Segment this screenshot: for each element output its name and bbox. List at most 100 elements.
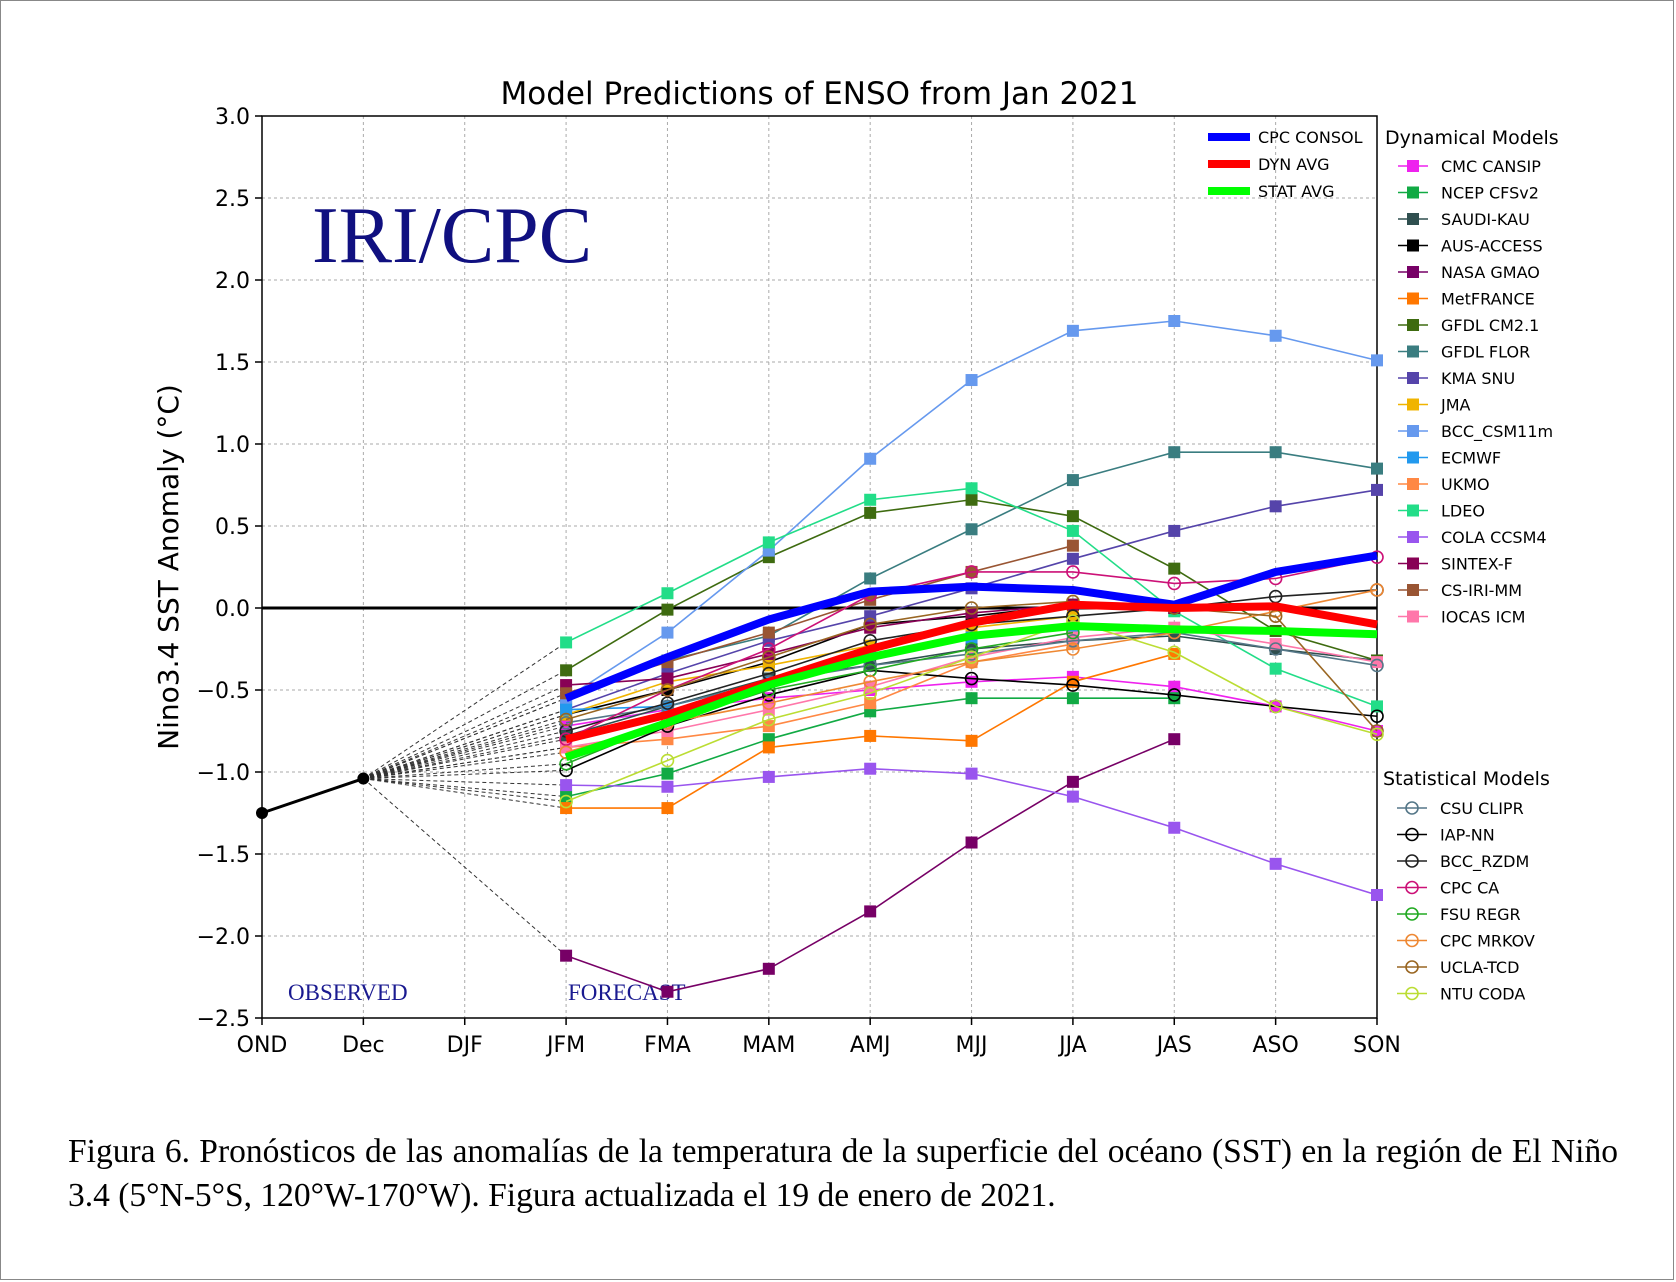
dynamical-model-point	[560, 703, 573, 716]
legend-label: SINTEX-F	[1441, 555, 1513, 574]
legend-label: KMA SNU	[1441, 369, 1515, 388]
legend-marker	[1407, 425, 1419, 437]
legend-label: CMC CANSIP	[1441, 157, 1541, 176]
dynamical-model-point	[1066, 692, 1079, 705]
plot-area	[261, 115, 1378, 1019]
legend-label: CSU CLIPR	[1440, 799, 1524, 818]
dynamical-model-point	[864, 762, 877, 775]
dynamical-model-point	[1371, 700, 1383, 713]
statistical-model-point	[964, 642, 979, 656]
statistical-model-point	[863, 686, 877, 701]
dynamical-model-point	[1066, 539, 1079, 552]
dynamical-model-point	[864, 452, 877, 465]
dynamical-model-point	[661, 802, 674, 815]
dynamical-model-line	[566, 643, 1074, 749]
statistical-model-point	[964, 655, 979, 669]
statistical-model-point	[762, 642, 776, 656]
observed-line	[261, 777, 364, 815]
legend-marker	[1405, 827, 1419, 842]
dynamical-model-point	[864, 905, 877, 918]
legend-label: CS-IRI-MM	[1441, 581, 1522, 600]
dynamical-model-point	[1168, 733, 1181, 746]
legend-label: UCLA-TCD	[1440, 958, 1519, 977]
legend-marker	[1407, 213, 1419, 225]
statistical-model-point	[964, 647, 979, 661]
dynamical-model-point	[661, 985, 674, 998]
observed-point	[256, 807, 268, 819]
dynamical-model-point	[560, 779, 573, 792]
statistical-model-point	[1167, 645, 1182, 660]
legend-label: COLA CCSM4	[1441, 528, 1547, 547]
dynamical-model-point	[560, 636, 573, 649]
legend-label: LDEO	[1441, 502, 1485, 521]
legend-marker	[1405, 986, 1419, 1001]
forecast-connector	[363, 669, 567, 780]
dynamical-model-point	[661, 603, 674, 616]
forecast-connector	[363, 709, 567, 780]
statistical-model-point	[660, 696, 675, 710]
forecast-connector	[363, 769, 567, 780]
y-tick-label: −1.0	[197, 761, 250, 786]
legend-label: IOCAS ICM	[1441, 608, 1525, 627]
y-tick-label: −1.5	[197, 843, 250, 868]
average-line	[565, 600, 1378, 744]
y-tick-label: 3.0	[215, 105, 250, 130]
forecast-connector	[363, 778, 567, 803]
statistical-model-point	[1370, 583, 1384, 597]
y-tick-label: 0.5	[215, 515, 250, 540]
legend-label: CPC CA	[1440, 879, 1499, 898]
dynamical-model-point	[762, 741, 775, 754]
dynamical-model-point	[661, 767, 674, 780]
statistical-model-point	[559, 712, 573, 727]
forecast-connector	[363, 763, 567, 780]
legend-marker	[1407, 292, 1419, 305]
dynamical-model-point	[661, 780, 674, 793]
statistical-model-point	[1167, 576, 1182, 591]
forecast-connector	[363, 722, 567, 780]
legend-label: DYN AVG	[1258, 155, 1330, 174]
statistical-model-point	[559, 763, 573, 778]
dynamical-model-point	[864, 572, 877, 585]
forecast-connector	[363, 684, 567, 780]
statistical-model-point	[1066, 642, 1080, 656]
statistical-model-point	[1167, 688, 1182, 702]
dynamical-model-point	[965, 482, 978, 495]
forecast-connector	[363, 751, 567, 780]
legend-marker	[1405, 960, 1419, 974]
legend-label: CPC CONSOL	[1258, 128, 1363, 147]
legend-label: NTU CODA	[1440, 985, 1525, 1004]
legend-label: ECMWF	[1441, 449, 1501, 468]
legend-marker	[1407, 186, 1419, 199]
legend-marker	[1405, 907, 1419, 921]
dynamical-model-point	[965, 836, 978, 849]
legend-label: IAP-NN	[1440, 826, 1495, 845]
x-tick-label: JFM	[545, 1033, 585, 1058]
legend-label: SAUDI-KAU	[1441, 210, 1530, 229]
dynamical-model-point	[661, 626, 674, 639]
legend-marker	[1407, 239, 1419, 252]
y-tick-label: −2.5	[197, 1007, 250, 1032]
dynamical-model-point	[1066, 510, 1079, 523]
dynamical-model-line	[565, 615, 1073, 716]
legend-marker	[1407, 319, 1419, 331]
statistical-model-point	[762, 712, 776, 727]
statistical-model-line	[565, 600, 1378, 732]
x-tick-label: DJF	[447, 1033, 483, 1058]
statistical-model-point	[1066, 565, 1080, 579]
legend-marker	[1407, 478, 1419, 490]
legend-label: STAT AVG	[1258, 182, 1335, 201]
legend-marker	[1407, 557, 1419, 570]
dynamical-model-point	[1066, 775, 1079, 788]
dynamical-model-point	[1269, 638, 1282, 651]
statistical-model-point	[1268, 699, 1283, 714]
forecast-connector	[363, 719, 567, 780]
statistical-model-point	[1066, 678, 1080, 692]
dynamical-model-point	[864, 493, 877, 506]
statistical-model-point	[964, 565, 979, 579]
statistical-model-point	[660, 683, 675, 697]
legend-label: JMA	[1440, 396, 1471, 415]
forecast-connector	[363, 778, 567, 809]
dynamical-model-point	[1269, 329, 1282, 342]
statistical-model-point	[964, 650, 979, 665]
